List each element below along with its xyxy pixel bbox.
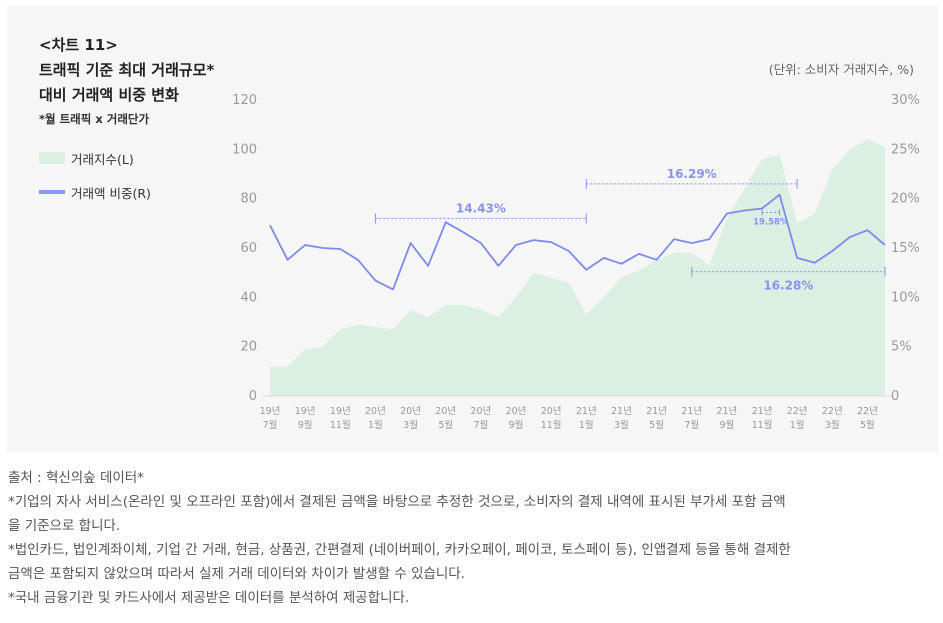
legend-swatch-area <box>39 152 65 164</box>
footnote-line: 금액은 포함되지 않았으며 따라서 실제 거래 데이터와 차이가 발생할 수 있… <box>8 566 466 582</box>
y-right-tick-label: 5% <box>891 340 912 355</box>
chart-title-line-1: 트래픽 기준 최대 거래규모* <box>39 61 215 79</box>
chart-subtitle: *월 트래픽 x 거래단가 <box>39 112 150 126</box>
x-tick-label-month: 5월 <box>649 419 664 431</box>
x-tick-label-month: 9월 <box>509 419 524 431</box>
x-tick-label-month: 1월 <box>579 419 594 431</box>
x-tick-label-year: 19년 <box>260 406 281 417</box>
x-tick-label-year: 21년 <box>646 406 667 417</box>
x-tick-label-month: 9월 <box>298 419 313 431</box>
x-tick-label-month: 1월 <box>790 419 805 431</box>
x-tick-label-year: 21년 <box>752 406 773 417</box>
footnote-line: *법인카드, 법인계좌이체, 기업 간 거래, 현금, 상품권, 간편결제 (네… <box>8 542 791 558</box>
x-tick-label-month: 3월 <box>403 419 418 431</box>
legend-swatch-line <box>39 190 65 194</box>
annotation-label: 19.58% <box>753 217 789 227</box>
area-series-trade-index <box>270 139 885 396</box>
footnotes: 출처 : 혁신의숲 데이터* *기업의 자사 서비스(온라인 및 오프라인 포함… <box>8 466 933 610</box>
chart-title-line-2: 대비 거래액 비중 변화 <box>39 86 179 104</box>
chart-number: <차트 11> <box>39 36 118 54</box>
x-tick-label-year: 20년 <box>470 406 491 417</box>
y-right-tick-label: 25% <box>891 142 920 157</box>
x-tick-label-month: 5월 <box>438 419 453 431</box>
x-tick-label-year: 21년 <box>576 406 597 417</box>
annotation-label: 14.43% <box>456 201 506 215</box>
annotation-label: 16.28% <box>763 279 813 293</box>
x-tick-label-month: 11월 <box>541 419 562 431</box>
footnote-line: *기업의 자사 서비스(온라인 및 오프라인 포함)에서 결제된 금액을 바탕으… <box>8 494 786 510</box>
legend-item-line: 거래액 비중(R) <box>39 184 151 201</box>
y-left-tick-label: 40 <box>240 290 257 305</box>
y-right-tick-label: 15% <box>891 241 920 256</box>
x-tick-label-month: 3월 <box>825 419 840 431</box>
footnote-line: 을 기준으로 합니다. <box>8 518 121 534</box>
unit-note: (단위: 소비자 거래지수, %) <box>768 62 914 77</box>
chart-svg: 0 20 40 60 80 100 120 0 5% 10% 15% 20% 25% 30% 19년 7월 19… <box>232 93 920 431</box>
x-tick-label-year: 20년 <box>506 406 527 417</box>
x-tick-label-year: 20년 <box>400 406 421 417</box>
x-tick-label-month: 7월 <box>263 419 278 431</box>
x-tick-label-month: 11월 <box>330 419 351 431</box>
y-left-tick-label: 0 <box>249 389 257 404</box>
line-series-trade-share <box>269 193 886 291</box>
y-left-tick-label: 120 <box>232 93 257 108</box>
x-tick-label-year: 21년 <box>716 406 737 417</box>
x-tick-label-month: 11월 <box>752 419 773 431</box>
y-left-tick-label: 80 <box>240 192 257 207</box>
x-tick-label-year: 22년 <box>857 406 878 417</box>
y-left-tick-label: 20 <box>240 340 257 355</box>
x-tick-label-month: 7월 <box>684 419 699 431</box>
y-right-tick-label: 30% <box>891 93 920 108</box>
x-tick-label-month: 9월 <box>719 419 734 431</box>
x-tick-label-year: 21년 <box>611 406 632 417</box>
legend-label-line: 거래액 비중(R) <box>71 185 151 201</box>
y-right-tick-label: 20% <box>891 192 920 207</box>
annotation-label: 16.29% <box>667 167 717 181</box>
x-tick-label-year: 20년 <box>435 406 456 417</box>
x-tick-label-month: 1월 <box>368 419 383 431</box>
x-tick-label-year: 21년 <box>681 406 702 417</box>
x-tick-label-year: 22년 <box>787 406 808 417</box>
x-tick-label-year: 20년 <box>365 406 386 417</box>
legend-item-area: 거래지수(L) <box>39 150 134 167</box>
x-tick-label-month: 7월 <box>473 419 488 431</box>
legend-label-area: 거래지수(L) <box>71 151 134 167</box>
y-left-tick-label: 60 <box>240 241 257 256</box>
y-right-tick-label: 10% <box>891 290 920 305</box>
x-tick-label-year: 19년 <box>330 406 351 417</box>
footnote-source: 출처 : 혁신의숲 데이터* <box>8 470 144 486</box>
y-left-tick-label: 100 <box>232 142 257 157</box>
x-tick-label-month: 5월 <box>860 419 875 431</box>
x-tick-label-year: 20년 <box>541 406 562 417</box>
footnote-line: *국내 금융기관 및 카드사에서 제공받은 데이터를 분석하여 제공합니다. <box>8 590 410 606</box>
x-tick-label-month: 3월 <box>614 419 629 431</box>
x-tick-label-year: 19년 <box>295 406 316 417</box>
y-right-tick-label: 0 <box>891 389 899 404</box>
chart-panel: <차트 11> 트래픽 기준 최대 거래규모* 대비 거래액 비중 변화 *월 … <box>7 6 938 453</box>
x-tick-label-year: 22년 <box>822 406 843 417</box>
